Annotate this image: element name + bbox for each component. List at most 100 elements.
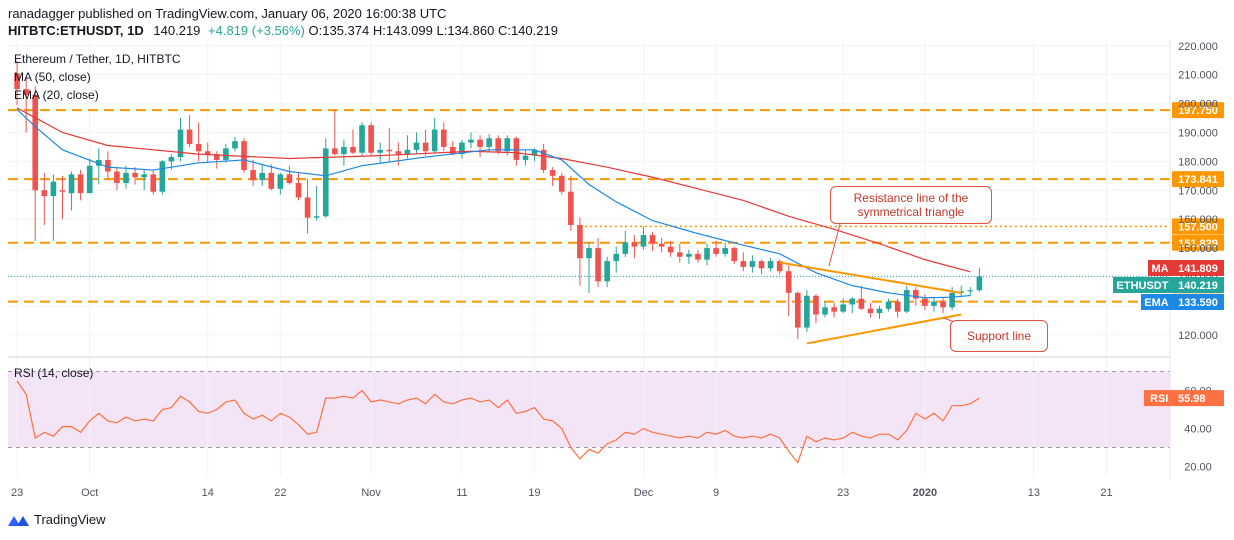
candle-body[interactable] [322, 148, 329, 217]
candle-body[interactable] [377, 149, 384, 153]
candle-body[interactable] [640, 235, 647, 247]
chart-title[interactable]: Ethereum / Tether, 1D, HITBTC [14, 52, 181, 66]
candle-body[interactable] [495, 138, 502, 152]
candle-body[interactable] [304, 197, 311, 218]
ma-legend[interactable]: MA (50, close) [14, 70, 91, 84]
candle-body[interactable] [858, 298, 865, 309]
candle-body[interactable] [931, 301, 937, 306]
candle-body[interactable] [168, 157, 175, 162]
candle-body[interactable] [123, 172, 129, 184]
candle-body[interactable] [277, 174, 284, 189]
candle-body[interactable] [150, 174, 157, 192]
candle-body[interactable] [114, 171, 120, 184]
candle-body[interactable] [195, 144, 202, 152]
candle-body[interactable] [568, 191, 574, 225]
candle-body[interactable] [577, 224, 583, 259]
candle-body[interactable] [658, 243, 665, 247]
time-axis[interactable]: 23 Oct 14 22 Nov 11 19 Dec 9 23 2020 13 21 [11, 487, 1113, 499]
candle-body[interactable] [713, 248, 719, 254]
candle-body[interactable] [341, 146, 347, 155]
candle-body[interactable] [331, 148, 338, 155]
candle-body[interactable] [867, 308, 874, 314]
candle-body[interactable] [213, 154, 220, 160]
candle-body[interactable] [86, 165, 93, 194]
candle-body[interactable] [422, 142, 429, 152]
candle-body[interactable] [395, 151, 402, 155]
ema-legend[interactable]: EMA (20, close) [14, 88, 99, 102]
candle-body[interactable] [849, 298, 856, 305]
candle-body[interactable] [740, 261, 747, 267]
candle-body[interactable] [976, 276, 983, 291]
candle-body[interactable] [649, 235, 656, 244]
candle-body[interactable] [259, 172, 266, 181]
candle-body[interactable] [604, 261, 610, 282]
candle-body[interactable] [23, 89, 29, 95]
candle-body[interactable] [105, 159, 111, 172]
candle-body[interactable] [922, 298, 928, 306]
candle-body[interactable] [785, 271, 792, 293]
candle-body[interactable] [722, 248, 728, 254]
tradingview-brand[interactable]: TradingView [8, 512, 106, 527]
candle-body[interactable] [731, 248, 738, 262]
candle-body[interactable] [268, 172, 275, 189]
candle-body[interactable] [513, 138, 520, 160]
candle-body[interactable] [359, 125, 365, 153]
candle-body[interactable] [686, 253, 692, 257]
candle-body[interactable] [368, 125, 374, 153]
candle-body[interactable] [250, 170, 256, 181]
candle-body[interactable] [50, 181, 57, 197]
candle-body[interactable] [622, 242, 629, 254]
candle-body[interactable] [840, 304, 847, 312]
candle-body[interactable] [967, 290, 974, 292]
candle-body[interactable] [241, 141, 247, 171]
candle-body[interactable] [940, 301, 946, 308]
candle-body[interactable] [232, 141, 238, 149]
candle-body[interactable] [431, 129, 438, 152]
candle-body[interactable] [822, 307, 828, 315]
candle-body[interactable] [749, 261, 756, 267]
candle-body[interactable] [531, 149, 538, 156]
candle-body[interactable] [776, 261, 783, 272]
candle-body[interactable] [804, 295, 810, 328]
candle-body[interactable] [404, 149, 411, 155]
candle-body[interactable] [32, 94, 39, 191]
symbol-name[interactable]: HITBTC:ETHUSDT, 1D [8, 23, 144, 38]
candle-body[interactable] [794, 292, 801, 328]
candle-body[interactable] [912, 289, 919, 299]
candle-body[interactable] [77, 174, 84, 194]
candle-body[interactable] [504, 138, 511, 152]
candle-body[interactable] [186, 129, 193, 145]
candle-body[interactable] [295, 183, 302, 198]
candle-body[interactable] [41, 190, 48, 197]
candle-body[interactable] [450, 146, 456, 155]
candle-body[interactable] [204, 151, 211, 155]
candle-body[interactable] [486, 138, 492, 147]
candle-body[interactable] [586, 248, 592, 259]
candle-body[interactable] [903, 289, 910, 312]
candle-body[interactable] [459, 142, 465, 155]
candle-body[interactable] [68, 174, 75, 194]
candle-body[interactable] [949, 292, 955, 308]
candle-body[interactable] [413, 142, 420, 150]
candle-body[interactable] [876, 308, 883, 314]
candle-body[interactable] [894, 301, 901, 312]
candle-body[interactable] [885, 301, 892, 309]
candle-body[interactable] [59, 190, 66, 192]
candle-body[interactable] [758, 261, 765, 269]
candle-body[interactable] [132, 172, 138, 178]
candle-body[interactable] [676, 252, 683, 257]
candle-body[interactable] [631, 242, 638, 247]
candle-body[interactable] [141, 174, 147, 178]
candle-body[interactable] [477, 139, 483, 147]
candle-body[interactable] [522, 155, 529, 160]
candle-body[interactable] [386, 149, 393, 152]
candle-body[interactable] [14, 73, 20, 90]
candle-body[interactable] [540, 149, 547, 171]
candle-body[interactable] [831, 307, 837, 312]
candle-body[interactable] [613, 253, 620, 262]
candle-body[interactable] [595, 248, 601, 282]
candle-body[interactable] [549, 170, 556, 176]
candle-body[interactable] [159, 161, 166, 192]
candle-body[interactable] [95, 159, 102, 166]
